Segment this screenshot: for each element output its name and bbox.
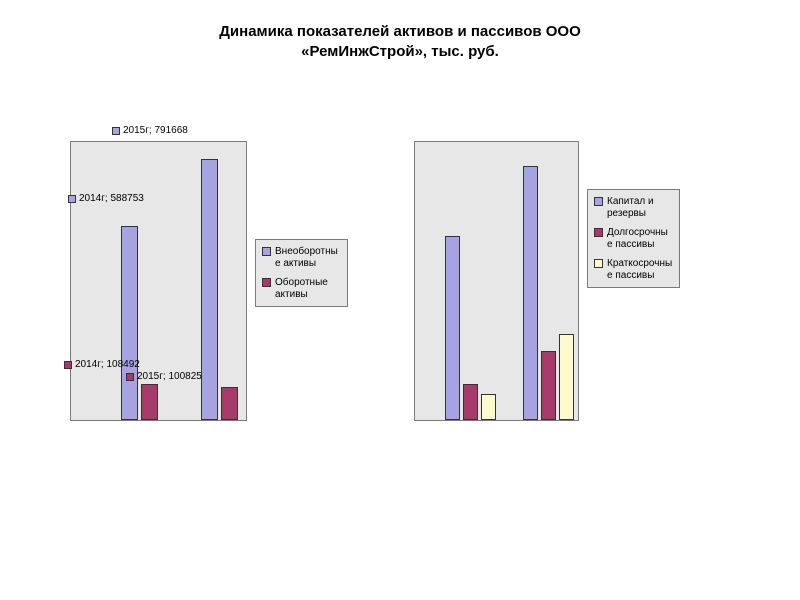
legend-item: Оборотные активы [262,277,341,300]
title-line-2: «РемИнжСтрой», тыс. руб. [0,42,800,62]
chart-title: Динамика показателей активов и пассивов … [0,0,800,61]
label-text: 2015г; 100825 [137,371,202,382]
legend-item: Внеоборотные активы [262,246,341,269]
data-label: 2014г; 588753 [68,193,144,204]
bar [523,166,538,420]
plot-right-container [414,141,579,421]
legend-item: Капитал и резервы [594,196,673,219]
data-label: 2014г; 108492 [64,359,140,370]
data-label: 2015г; 791668 [112,125,188,136]
bar [121,226,138,420]
legend-marker [594,228,603,237]
title-line-1: Динамика показателей активов и пассивов … [0,22,800,42]
legend-marker [594,259,603,268]
label-text: 2014г; 108492 [75,359,140,370]
label-text: 2015г; 791668 [123,125,188,136]
legend-label: Оборотные активы [275,277,341,300]
label-marker [64,361,72,369]
legend-label: Внеоборотные активы [275,246,341,269]
bar [221,387,238,420]
legend-marker [262,247,271,256]
bar [141,384,158,420]
legend-marker [594,197,603,206]
legend-marker [262,278,271,287]
plot-left-container: 2015г; 7916682014г; 5887532014г; 1084922… [70,141,247,421]
data-label: 2015г; 100825 [126,371,202,382]
legend-label: Краткосрочные пассивы [607,258,673,281]
legend-item: Долгосрочные пассивы [594,227,673,250]
label-text: 2014г; 588753 [79,193,144,204]
bar [201,159,218,420]
bar [463,384,478,420]
legend-left: Внеоборотные активы Оборотные активы [255,239,348,307]
chart-left: 2015г; 7916682014г; 5887532014г; 1084922… [70,141,348,421]
label-marker [68,195,76,203]
legend-label: Капитал и резервы [607,196,673,219]
bar [481,394,496,420]
chart-right: Капитал и резервы Долгосрочные пассивы Кра… [414,141,680,421]
legend-item: Краткосрочные пассивы [594,258,673,281]
bar [445,236,460,420]
bar [541,351,556,420]
plot-right [414,141,579,421]
legend-right: Капитал и резервы Долгосрочные пассивы Кра… [587,189,680,288]
legend-label: Долгосрочные пассивы [607,227,673,250]
label-marker [112,127,120,135]
label-marker [126,373,134,381]
bar [559,334,574,420]
charts-row: 2015г; 791668 2014г; 588753 2014г; 1084922… [0,61,800,421]
